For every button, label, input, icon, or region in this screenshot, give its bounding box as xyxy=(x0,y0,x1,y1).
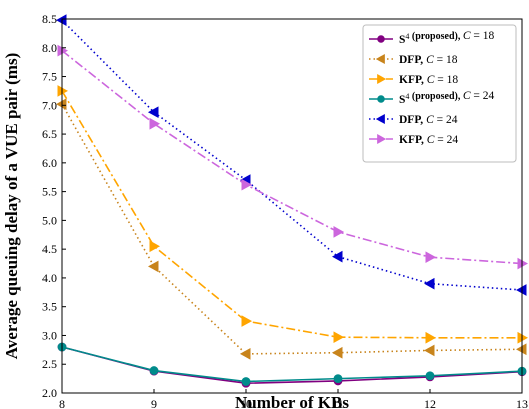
data-point xyxy=(425,251,437,264)
x-tick-label: 13 xyxy=(516,397,528,409)
data-point xyxy=(149,117,161,130)
data-point xyxy=(149,366,159,375)
data-point xyxy=(333,331,345,344)
series-line xyxy=(61,19,523,291)
x-tick-label: 10 xyxy=(240,397,252,409)
data-point xyxy=(241,178,253,191)
y-tick-label: 2.0 xyxy=(42,386,57,400)
y-tick-label: 7.0 xyxy=(42,98,57,112)
y-tick-label: 4.5 xyxy=(42,242,57,256)
legend-label: S4 (proposed), C = 18 xyxy=(399,30,495,46)
data-point xyxy=(239,348,251,360)
y-axis-title: Average queuing delay of a VUE pair (ms) xyxy=(2,53,21,359)
legend: S4 (proposed), C = 18 DFP, C = 18 KFP, C =… xyxy=(362,24,517,163)
series-line xyxy=(61,346,523,383)
legend-label: KFP, C = 18 xyxy=(399,74,458,86)
legend-label: DFP, C = 24 xyxy=(399,114,458,126)
x-tick-label: 8 xyxy=(59,397,65,409)
legend-box xyxy=(362,24,517,163)
data-point xyxy=(333,374,343,384)
data-point xyxy=(425,331,437,344)
legend-marker xyxy=(375,53,385,65)
plot-frame xyxy=(61,18,523,394)
data-point xyxy=(333,226,345,238)
legend-marker xyxy=(377,133,387,145)
y-tick-label: 5.5 xyxy=(42,185,57,199)
legend-item: DFP, C = 24 xyxy=(369,113,458,126)
legend-marker xyxy=(377,95,385,103)
series-6 xyxy=(57,44,529,270)
y-tick-label: 4.0 xyxy=(42,271,57,285)
data-point xyxy=(425,371,435,381)
y-tick-label: 6.0 xyxy=(42,156,57,170)
x-axis-title: Number of KBs xyxy=(235,393,349,409)
data-point xyxy=(149,240,161,253)
data-point xyxy=(423,277,435,290)
x-tick-label: 11 xyxy=(332,397,344,409)
x-tick-label: 12 xyxy=(424,397,436,409)
legend-item: DFP, C = 18 xyxy=(369,53,458,66)
y-tick-label: 3.0 xyxy=(42,328,57,342)
y-tick-label: 6.5 xyxy=(42,127,57,141)
y-tick-label: 8.5 xyxy=(42,12,57,26)
data-point xyxy=(241,315,253,327)
y-tick-label: 3.5 xyxy=(42,300,57,314)
legend-label: S4 (proposed), C = 24 xyxy=(399,90,495,106)
legend-marker xyxy=(377,73,387,85)
data-point xyxy=(423,344,435,357)
series-line xyxy=(61,50,523,265)
legend-item: S4 (proposed), C = 24 xyxy=(369,90,495,106)
data-point xyxy=(331,346,343,359)
series-line xyxy=(61,90,522,339)
y-tick-label: 8.0 xyxy=(42,41,57,55)
legend-marker xyxy=(375,113,385,125)
legend-item: S4 (proposed), C = 18 xyxy=(369,30,495,46)
y-tick-label: 7.5 xyxy=(42,70,57,84)
data-point xyxy=(147,106,159,119)
y-tick-label: 2.5 xyxy=(42,357,57,371)
legend-label: KFP, C = 24 xyxy=(399,134,458,146)
x-tick-label: 9 xyxy=(151,397,157,409)
data-point xyxy=(147,260,159,273)
legend-item: KFP, C = 24 xyxy=(369,133,458,146)
data-point xyxy=(331,250,343,263)
legend-item: KFP, C = 18 xyxy=(369,73,458,86)
legend-label: DFP, C = 18 xyxy=(399,54,458,66)
y-tick-label: 5.0 xyxy=(42,213,57,227)
data-point xyxy=(241,377,251,386)
legend-marker xyxy=(377,35,385,43)
